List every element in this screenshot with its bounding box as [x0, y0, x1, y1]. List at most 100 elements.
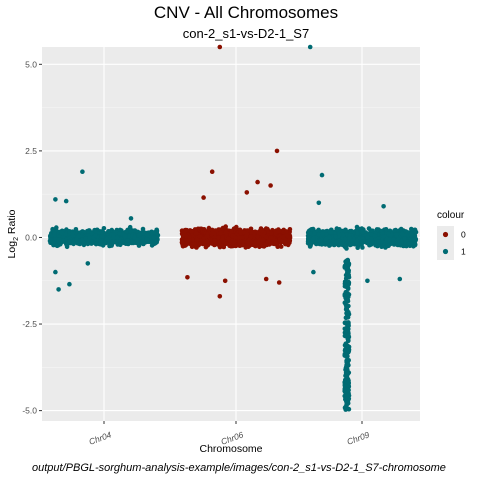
data-point — [179, 239, 185, 245]
legend-label-0: 0 — [461, 230, 466, 240]
data-point — [120, 239, 125, 244]
data-point — [308, 240, 314, 246]
y-tick-label: 2.5 — [25, 146, 37, 156]
data-point — [372, 233, 378, 238]
data-point — [283, 229, 289, 234]
data-point — [127, 224, 133, 230]
data-point — [209, 169, 215, 174]
data-point — [387, 237, 392, 243]
data-point — [342, 383, 348, 388]
data-point — [259, 228, 265, 234]
data-point — [346, 261, 352, 267]
data-point — [381, 234, 386, 239]
data-point — [338, 242, 344, 247]
data-point — [201, 195, 206, 200]
data-point — [126, 233, 131, 239]
data-point — [365, 235, 370, 240]
chart-subtitle: con-2_s1-vs-D2-1_S7 — [183, 26, 309, 41]
data-point — [346, 338, 351, 343]
y-axis-title-main: Log — [6, 241, 18, 259]
data-point — [305, 236, 311, 241]
data-point — [244, 190, 250, 195]
data-point — [243, 233, 249, 239]
data-point — [117, 231, 122, 236]
data-point — [63, 231, 68, 237]
data-point — [379, 239, 385, 245]
data-point — [307, 44, 313, 50]
data-point — [144, 232, 150, 238]
data-point — [246, 244, 251, 249]
y-axis-title: Log2 Ratio — [6, 209, 20, 258]
data-point — [286, 234, 292, 240]
data-point — [346, 348, 352, 354]
data-point — [408, 232, 414, 237]
data-point — [144, 237, 150, 242]
data-point — [210, 230, 215, 236]
data-point — [249, 229, 254, 234]
data-point — [343, 365, 349, 371]
data-point — [114, 235, 120, 240]
data-point — [54, 225, 59, 230]
data-point — [344, 304, 349, 309]
data-point — [273, 238, 278, 244]
data-point — [76, 233, 82, 239]
legend-marker-1 — [442, 248, 449, 255]
legend-marker-0 — [442, 231, 449, 238]
data-point — [101, 226, 107, 231]
data-point — [104, 236, 110, 242]
data-point — [125, 237, 130, 243]
data-point — [310, 227, 315, 232]
data-point — [276, 280, 282, 285]
data-point — [345, 393, 350, 399]
data-point — [346, 292, 352, 297]
data-point — [342, 265, 348, 270]
data-point — [59, 230, 64, 236]
data-point — [197, 234, 202, 239]
data-point — [343, 328, 349, 334]
data-point — [122, 233, 128, 239]
data-point — [370, 240, 375, 245]
legend: colour 0 1 — [437, 210, 466, 260]
data-point — [354, 238, 360, 244]
data-point — [89, 231, 94, 237]
data-point — [252, 241, 258, 246]
data-point — [394, 232, 399, 238]
data-point — [222, 278, 228, 284]
data-point — [268, 183, 273, 188]
data-point — [381, 204, 386, 209]
data-point — [149, 240, 155, 245]
data-point — [240, 242, 245, 247]
data-point — [186, 237, 192, 243]
data-point — [53, 269, 58, 275]
data-point — [346, 387, 351, 393]
data-point — [223, 230, 228, 235]
data-point — [392, 228, 398, 233]
data-point — [347, 236, 352, 241]
data-point — [128, 216, 134, 221]
data-point — [217, 44, 223, 50]
data-point — [263, 234, 269, 240]
data-point — [238, 230, 244, 236]
data-point — [219, 237, 225, 242]
data-point — [131, 240, 136, 246]
data-point — [383, 227, 389, 232]
data-point — [344, 358, 349, 364]
data-point — [212, 238, 217, 243]
data-point — [60, 238, 66, 243]
data-point — [399, 238, 404, 244]
data-point — [342, 351, 348, 357]
data-point — [185, 275, 190, 280]
data-point — [343, 347, 348, 352]
data-point — [140, 239, 145, 245]
data-point — [93, 241, 99, 247]
data-point — [411, 237, 417, 242]
data-point — [106, 229, 111, 234]
data-point — [391, 237, 396, 242]
data-point — [412, 242, 418, 248]
data-point — [333, 239, 339, 245]
data-point — [316, 232, 321, 237]
data-point — [319, 172, 325, 178]
data-point — [359, 226, 365, 231]
data-point — [311, 236, 317, 241]
data-point — [70, 233, 75, 239]
